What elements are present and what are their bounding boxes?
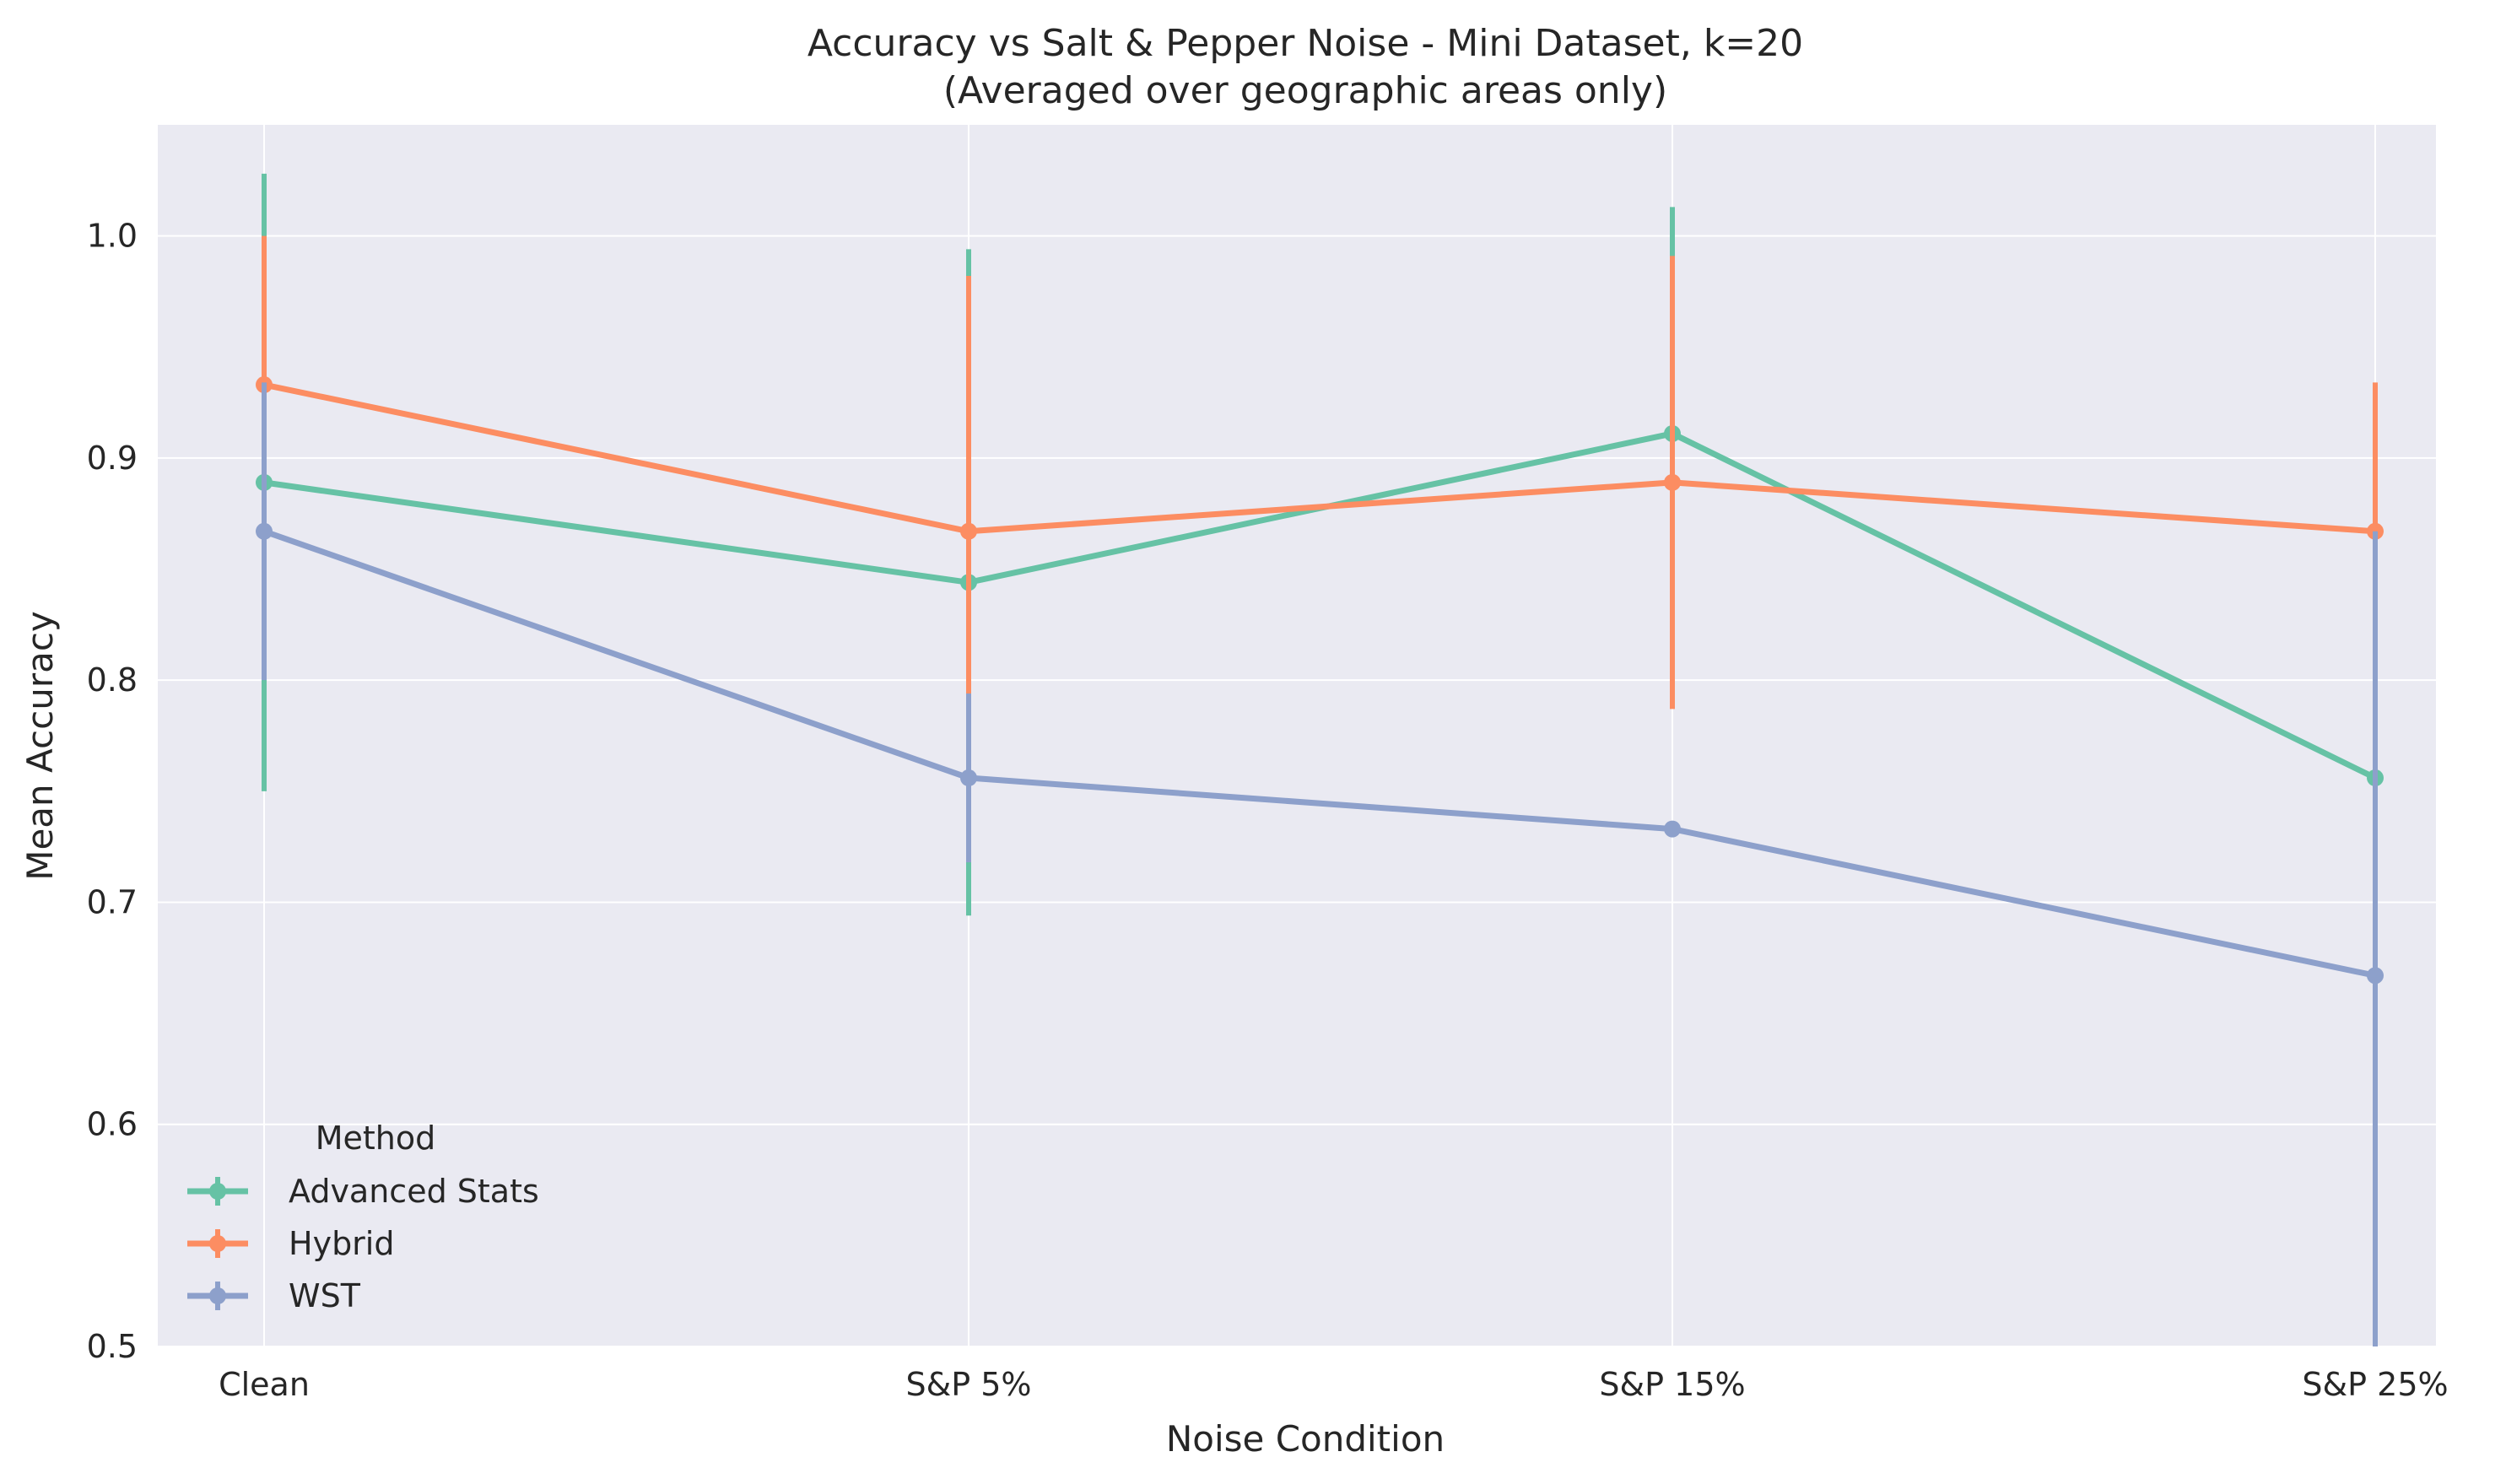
y-tick-label: 0.7 (87, 883, 138, 920)
legend: Method Advanced Stats Hybrid WST (187, 1120, 539, 1314)
legend-label: Hybrid (289, 1225, 395, 1262)
legend-item: Hybrid (187, 1225, 395, 1262)
legend-swatch-marker (209, 1235, 226, 1252)
series-layer (256, 173, 2384, 1346)
x-tick-label: S&P 15% (1599, 1366, 1745, 1403)
series-line (261, 381, 2379, 535)
series-line (261, 528, 2379, 979)
y-axis-label: Mean Accuracy (19, 611, 61, 881)
data-point (960, 769, 977, 787)
plot-area (158, 125, 2436, 1346)
chart-title: Accuracy vs Salt & Pepper Noise - Mini D… (807, 22, 1803, 65)
x-tick-label: S&P 25% (2302, 1366, 2448, 1403)
y-tick-label: 0.6 (87, 1106, 138, 1143)
data-point (256, 522, 273, 540)
y-tick-label: 0.9 (87, 440, 138, 477)
legend-label: WST (289, 1277, 361, 1314)
legend-swatch-marker (209, 1287, 226, 1304)
legend-title: Method (316, 1120, 436, 1157)
x-tick-label: Clean (219, 1366, 310, 1403)
tick-labels: 0.5 0.6 0.7 0.8 0.9 1.0 Clean S&P 5% S&P 15% S&P … (87, 218, 2449, 1403)
series-wst (256, 382, 2384, 1346)
legend-items: Advanced Stats Hybrid WST (187, 1173, 539, 1314)
y-tick-label: 0.8 (87, 661, 138, 699)
x-tick-label: S&P 5% (905, 1366, 1031, 1403)
y-tick-label: 0.5 (87, 1328, 138, 1365)
data-point (1664, 473, 1681, 491)
data-point (2367, 967, 2384, 985)
legend-item: WST (187, 1277, 361, 1314)
chart-subtitle: (Averaged over geographic areas only) (943, 69, 1667, 112)
legend-label: Advanced Stats (289, 1173, 539, 1210)
y-tick-label: 1.0 (87, 218, 138, 255)
x-axis-label: Noise Condition (1166, 1418, 1445, 1460)
legend-item: Advanced Stats (187, 1173, 539, 1210)
data-point (1664, 820, 1681, 838)
legend-swatch-marker (209, 1183, 226, 1200)
data-point (960, 522, 977, 540)
